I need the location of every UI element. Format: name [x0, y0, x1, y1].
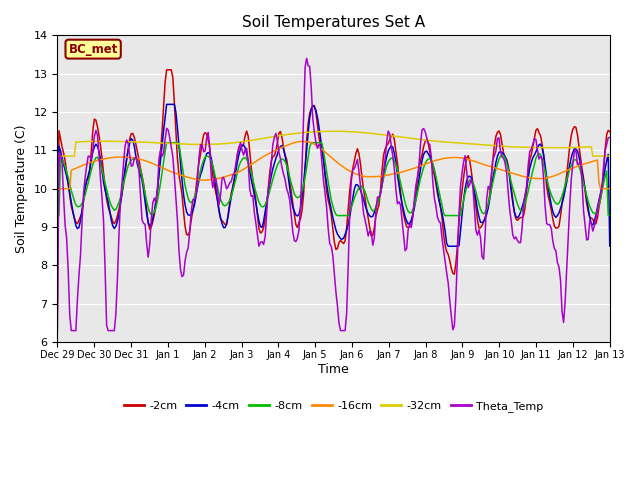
Title: Soil Temperatures Set A: Soil Temperatures Set A	[242, 15, 425, 30]
Text: BC_met: BC_met	[68, 43, 118, 56]
X-axis label: Time: Time	[318, 362, 349, 375]
Y-axis label: Soil Temperature (C): Soil Temperature (C)	[15, 124, 28, 253]
Legend: -2cm, -4cm, -8cm, -16cm, -32cm, Theta_Temp: -2cm, -4cm, -8cm, -16cm, -32cm, Theta_Te…	[120, 397, 548, 417]
